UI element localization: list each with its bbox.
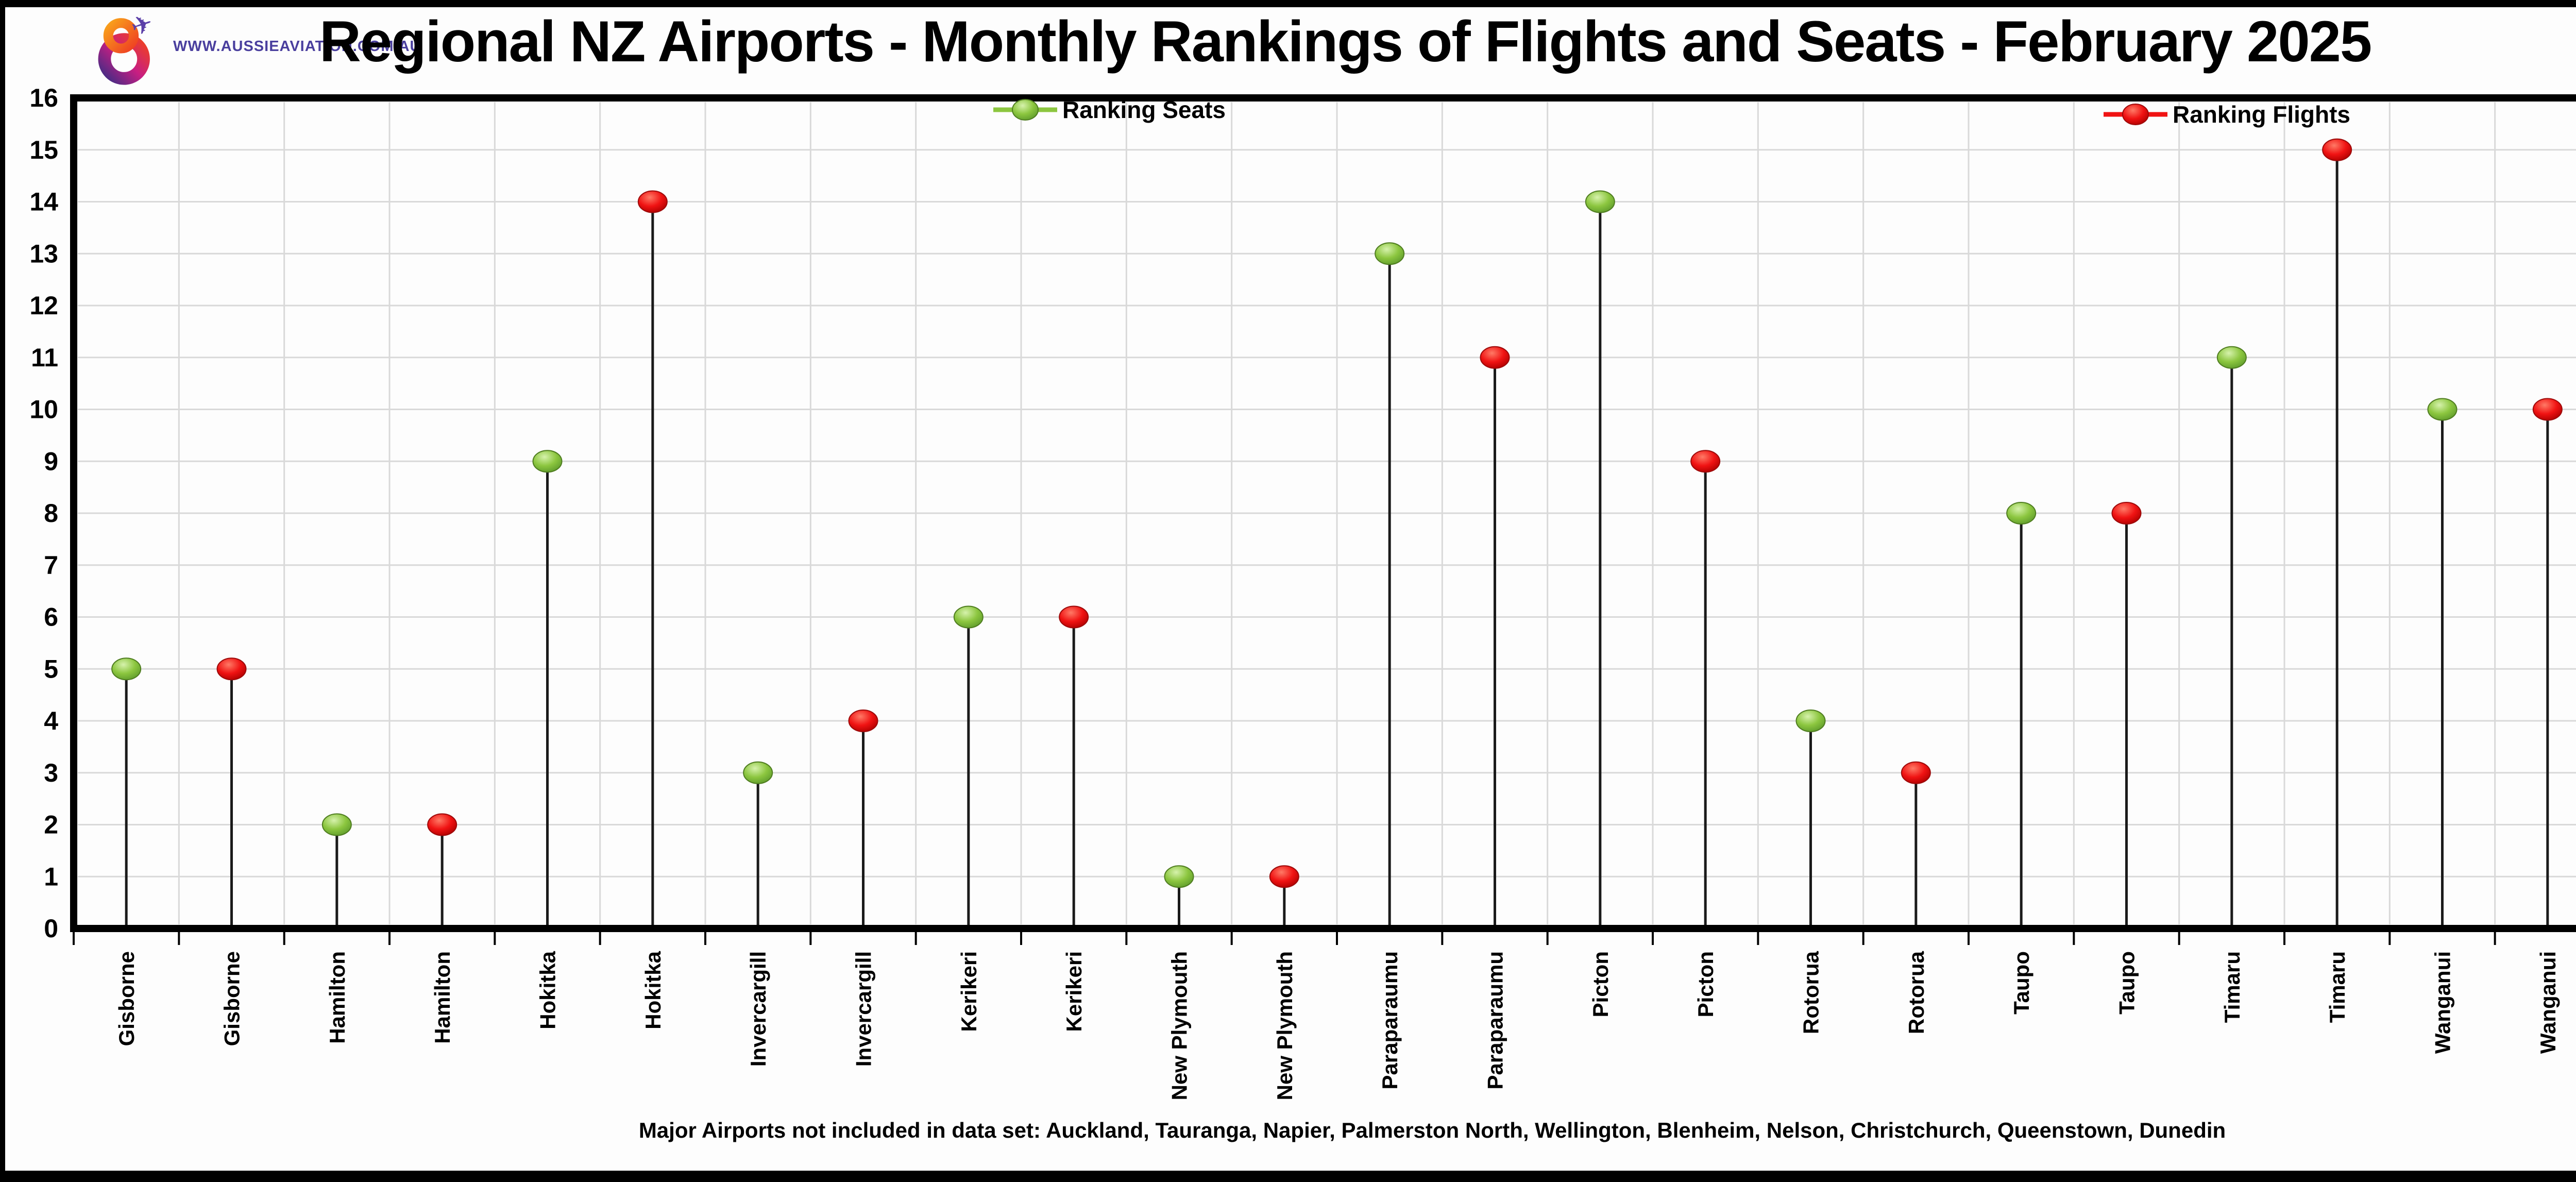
plot-border: [70, 94, 2576, 932]
legend-label: Ranking Flights: [2173, 101, 2350, 128]
flights-data-point: [1690, 450, 1721, 473]
y-axis-label: 6: [44, 603, 58, 632]
x-axis-label: Timaru: [2325, 951, 2349, 1023]
legend-flights-marker-icon: [2122, 104, 2149, 125]
y-axis-label: 2: [44, 810, 58, 839]
y-axis-label: 13: [29, 239, 58, 268]
x-axis-label: Kerikeri: [957, 951, 981, 1032]
y-axis-label: 10: [29, 395, 58, 424]
aussie-aviation-logo-left: ✈ WWW.AUSSIEAVIATION.COM.AU: [87, 11, 421, 89]
x-axis-label: Invercargill: [746, 951, 770, 1067]
y-axis-label: 4: [44, 706, 58, 735]
x-axis-label: Kerikeri: [1062, 951, 1086, 1032]
seats-data-point: [1795, 710, 1826, 732]
flights-data-point: [848, 710, 878, 732]
y-axis-label: 11: [31, 343, 58, 372]
y-axis-label: 7: [44, 551, 58, 580]
x-axis-label: Timaru: [2220, 951, 2244, 1023]
x-axis-label: Invercargill: [852, 951, 876, 1067]
flights-data-point: [637, 190, 668, 213]
x-axis-label: New Plymouth: [1273, 951, 1297, 1100]
flights-data-point: [216, 657, 247, 681]
y-axis-label: 5: [44, 654, 58, 683]
seats-data-point: [2427, 398, 2458, 421]
flights-data-point: [427, 813, 457, 836]
data-series: [111, 138, 2563, 925]
y-axis-label: 14: [29, 188, 58, 216]
x-axis-ticks: [73, 932, 2496, 945]
seats-data-point: [2216, 346, 2247, 369]
x-axis-label: Rotorua: [1799, 951, 1823, 1034]
x-axis-label: Wanganui: [2431, 951, 2455, 1054]
footer-note: Major Airports not included in data set:…: [638, 1118, 2226, 1142]
x-axis-label: Paraparaumu: [1378, 951, 1402, 1089]
legend-ranking-seats: Ranking Seats: [993, 96, 1226, 123]
seats-data-point: [953, 605, 984, 629]
x-axis-label: Taupo: [2009, 951, 2033, 1015]
seats-data-point: [743, 761, 773, 784]
vertical-gridlines: [178, 102, 2496, 924]
seats-data-point: [1375, 242, 1405, 265]
x-axis-labels: Gisborne Gisborne Hamilton Hamilton Hokitka H…: [114, 951, 2560, 1100]
x-axis-label: Picton: [1588, 951, 1613, 1017]
seats-data-point: [1164, 865, 1194, 888]
x-axis-label: Wanganui: [2536, 951, 2560, 1054]
y-axis-label: 1: [44, 862, 58, 891]
flights-data-point: [2532, 398, 2563, 421]
flights-data-point: [1901, 761, 1931, 784]
flights-data-point: [1059, 605, 1089, 629]
aussie-aviation-logo-icon: ✈: [98, 11, 157, 85]
x-axis-label: Gisborne: [114, 951, 139, 1046]
seats-data-point: [2006, 502, 2037, 525]
horizontal-gridlines: [78, 149, 2576, 877]
y-axis-label: 16: [29, 83, 58, 112]
x-axis-label: Hokitka: [641, 951, 665, 1029]
x-axis-label: Hamilton: [430, 951, 454, 1044]
flights-data-point: [1269, 865, 1299, 888]
x-axis-label: Taupo: [2115, 951, 2139, 1015]
seats-data-point: [532, 450, 563, 473]
flights-data-point: [2111, 502, 2142, 525]
y-axis-label: 0: [44, 914, 58, 943]
x-axis-label: Picton: [1693, 951, 1718, 1017]
logo-url-text: WWW.AUSSIEAVIATION.COM.AU: [173, 38, 421, 55]
legend-seats-marker-icon: [1012, 99, 1039, 121]
y-axis-label: 8: [44, 499, 58, 528]
page-title: Regional NZ Airports - Monthly Rankings …: [319, 9, 2372, 74]
x-axis-label: Paraparaumu: [1483, 951, 1507, 1089]
y-axis-label: 9: [44, 447, 58, 476]
y-axis-label: 12: [29, 291, 58, 320]
x-axis-label: Gisborne: [220, 951, 244, 1046]
seats-data-point: [321, 813, 352, 836]
y-axis-label: 15: [29, 136, 58, 164]
flights-data-point: [2322, 138, 2352, 161]
x-axis-label: New Plymouth: [1167, 951, 1192, 1100]
seats-data-point: [1585, 190, 1615, 213]
seats-data-point: [111, 657, 142, 681]
legend-ranking-flights: Ranking Flights: [2104, 101, 2350, 128]
flights-data-point: [1480, 346, 1510, 369]
x-axis-label: Hokitka: [536, 951, 560, 1029]
legend-label: Ranking Seats: [1062, 96, 1226, 123]
x-axis-label: Rotorua: [1904, 951, 1928, 1034]
y-axis-label: 3: [44, 758, 58, 787]
x-axis-label: Hamilton: [325, 951, 349, 1044]
